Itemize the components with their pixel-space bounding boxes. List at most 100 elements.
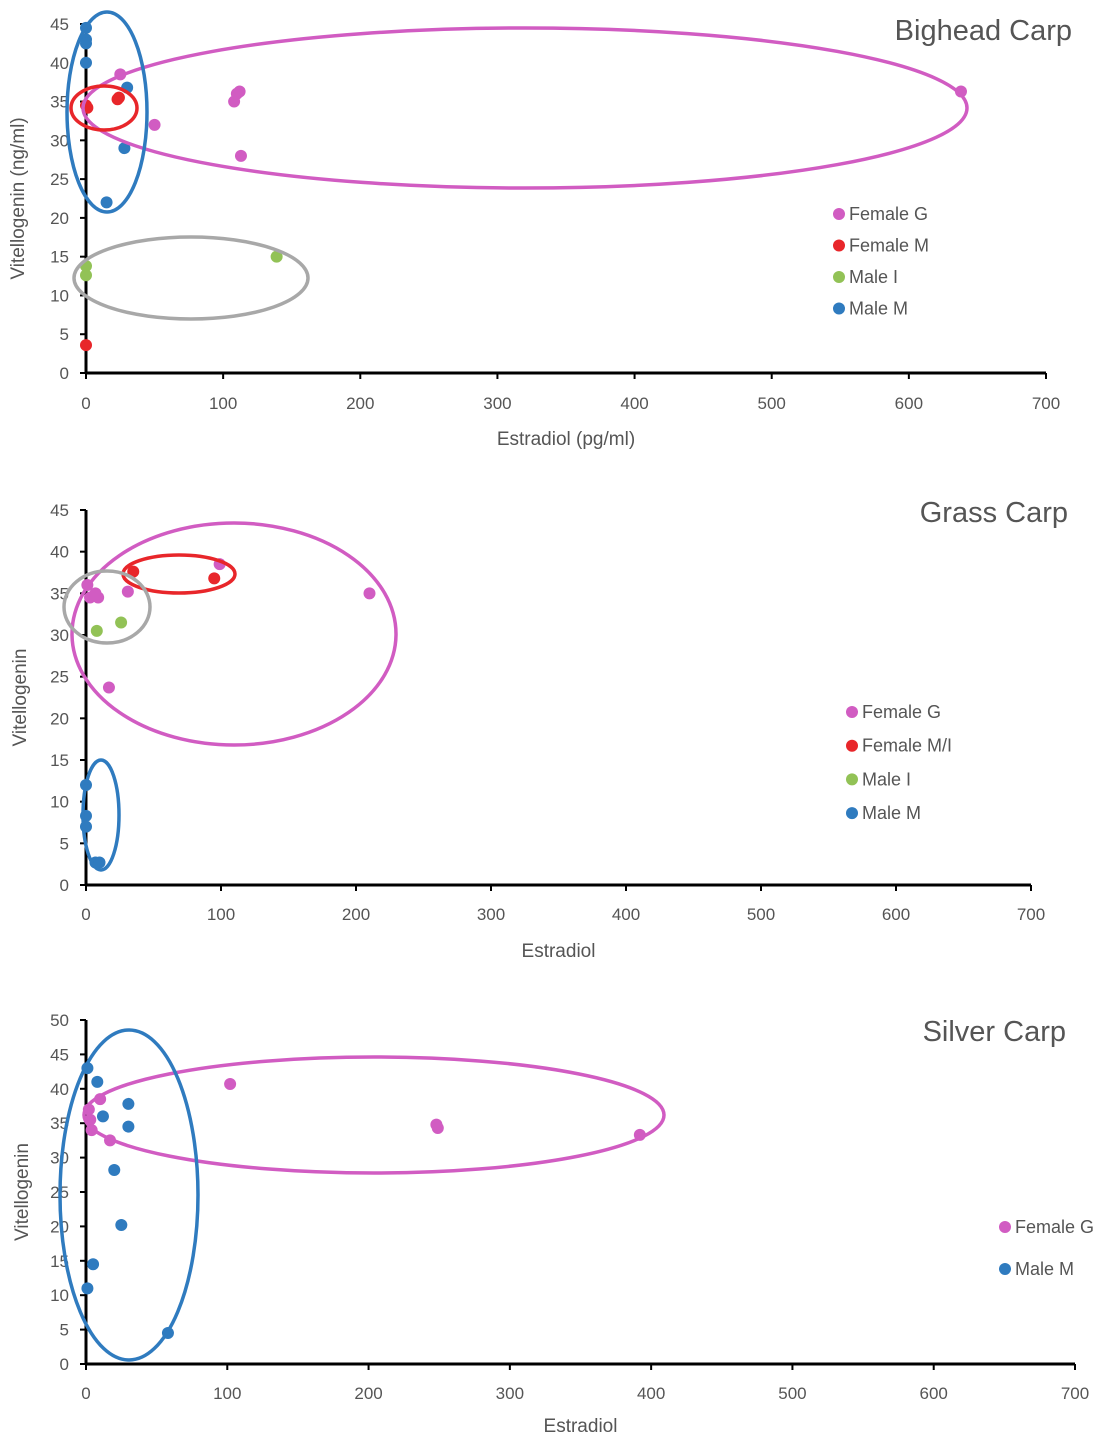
- y-tick-label: 40: [50, 543, 69, 562]
- x-tick-label: 400: [620, 394, 648, 413]
- y-tick-label: 5: [60, 1321, 69, 1340]
- legend-marker: [833, 208, 845, 220]
- x-tick-label: 200: [346, 394, 374, 413]
- y-tick-label: 0: [60, 876, 69, 895]
- data-point: [115, 616, 128, 629]
- y-tick-label: 25: [50, 170, 69, 189]
- data-point: [102, 681, 115, 694]
- y-tick-label: 10: [50, 286, 69, 305]
- legend-label: Male M: [1015, 1259, 1074, 1279]
- data-point: [431, 1122, 444, 1135]
- x-tick-label: 700: [1032, 394, 1060, 413]
- y-tick-label: 45: [50, 1045, 69, 1064]
- group-ellipse: [81, 758, 121, 872]
- legend-label: Female G: [862, 702, 941, 722]
- data-point: [224, 1077, 237, 1090]
- data-point: [122, 1120, 135, 1133]
- group-ellipse: [72, 235, 310, 321]
- x-axis-label: Estradiol: [522, 941, 596, 962]
- group-ellipse: [70, 521, 398, 747]
- data-point: [80, 269, 92, 282]
- data-point: [80, 339, 92, 352]
- y-tick-label: 0: [60, 1355, 69, 1374]
- x-tick-label: 700: [1017, 905, 1045, 924]
- data-point: [93, 856, 106, 869]
- x-tick-label: 300: [477, 905, 505, 924]
- y-tick-label: 45: [50, 15, 69, 34]
- y-axis-label: Vitellogenin: [12, 1143, 33, 1241]
- y-tick-label: 30: [50, 131, 69, 150]
- group-ellipse: [82, 1055, 666, 1175]
- y-tick-label: 10: [50, 793, 69, 812]
- group-ellipse: [65, 10, 149, 214]
- legend-marker: [833, 239, 845, 252]
- group-ellipse: [81, 26, 969, 190]
- legend-label: Female G: [849, 204, 928, 224]
- x-tick-label: 0: [81, 1384, 90, 1403]
- y-tick-label: 5: [60, 325, 69, 344]
- y-tick-label: 20: [50, 209, 69, 228]
- data-point: [92, 591, 105, 604]
- y-tick-label: 20: [50, 709, 69, 728]
- data-point: [80, 56, 92, 69]
- y-tick-label: 5: [60, 834, 69, 853]
- group-ellipse: [69, 84, 139, 132]
- legend-label: Female M: [849, 236, 929, 256]
- y-tick-label: 30: [50, 1149, 69, 1168]
- legend-label: Male I: [862, 769, 911, 789]
- y-tick-label: 40: [50, 54, 69, 73]
- legend-marker: [846, 706, 858, 718]
- x-tick-label: 100: [207, 905, 235, 924]
- data-point: [121, 585, 134, 598]
- y-tick-label: 25: [50, 668, 69, 687]
- x-tick-label: 400: [637, 1384, 665, 1403]
- chart-panel: 0 100 200 300 400 500 600 700051015202530354045…: [12, 1011, 1094, 1437]
- data-point: [954, 85, 967, 98]
- legend-marker: [999, 1263, 1011, 1275]
- data-point: [233, 85, 246, 98]
- legend-label: Female M/I: [862, 736, 952, 756]
- data-point: [112, 91, 125, 104]
- legend-label: Male M: [862, 803, 921, 823]
- data-point: [100, 196, 113, 209]
- x-tick-label: 0: [81, 394, 90, 413]
- y-tick-label: 35: [50, 93, 69, 112]
- group-ellipse: [58, 1028, 200, 1362]
- chart-title: Silver Carp: [923, 1016, 1066, 1048]
- x-tick-label: 300: [483, 394, 511, 413]
- group-ellipse: [62, 569, 152, 645]
- y-tick-label: 10: [50, 1286, 69, 1305]
- y-tick-label: 40: [50, 1080, 69, 1099]
- legend-marker: [833, 302, 845, 315]
- chart-title: Bighead Carp: [895, 15, 1072, 47]
- x-tick-label: 100: [209, 394, 237, 413]
- x-axis-label: Estradiol (pg/ml): [497, 429, 635, 450]
- legend-marker: [846, 773, 858, 786]
- y-tick-label: 15: [50, 248, 69, 267]
- x-tick-label: 600: [895, 394, 923, 413]
- data-point: [87, 1258, 100, 1271]
- legend-label: Female G: [1015, 1217, 1094, 1237]
- x-tick-label: 200: [342, 905, 370, 924]
- legend-marker: [846, 739, 858, 752]
- data-point: [96, 1110, 109, 1123]
- x-tick-label: 0: [81, 905, 90, 924]
- legend-label: Male M: [849, 299, 908, 319]
- legend-marker: [833, 271, 845, 283]
- y-tick-label: 50: [50, 1011, 69, 1030]
- data-point: [208, 572, 221, 585]
- x-axis-label: Estradiol: [544, 1416, 618, 1437]
- chart-panel: 0 100 200 300 400 500 600 700051015202530354045…: [8, 10, 1072, 450]
- x-tick-label: 200: [354, 1384, 382, 1403]
- y-tick-label: 15: [50, 751, 69, 770]
- y-tick-label: 45: [50, 501, 69, 520]
- legend-marker: [846, 807, 858, 820]
- y-axis-label: Vitellogenin: [10, 649, 31, 747]
- data-point: [91, 1075, 104, 1088]
- chart-panel: 0 100 200 300 400 500 600 700051015202530354045…: [10, 497, 1068, 962]
- data-point: [81, 1282, 94, 1295]
- x-tick-label: 500: [778, 1384, 806, 1403]
- y-tick-label: 30: [50, 626, 69, 645]
- data-point: [90, 624, 103, 637]
